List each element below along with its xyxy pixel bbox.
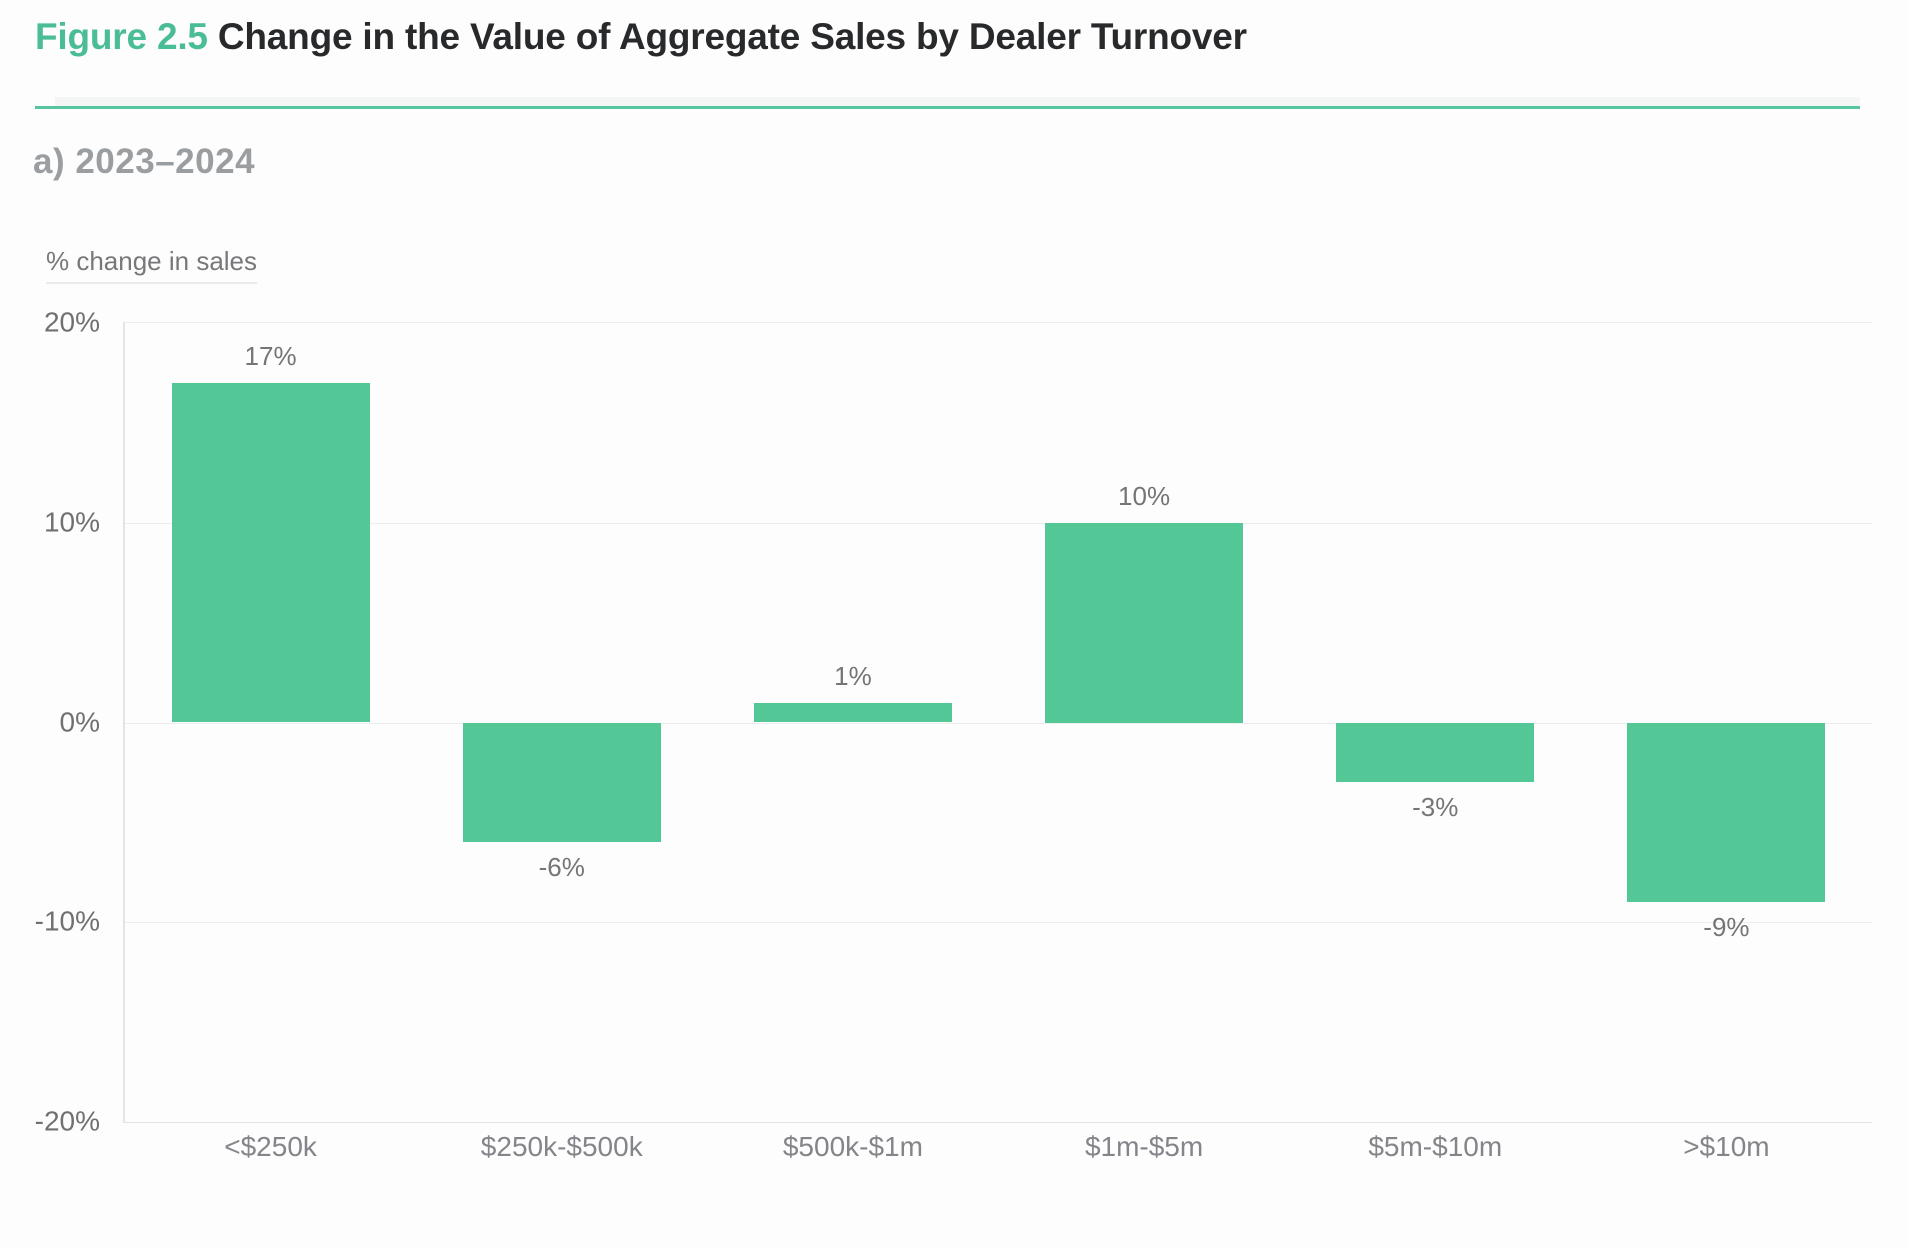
- figure-title: Figure 2.5 Change in the Value of Aggreg…: [35, 16, 1247, 58]
- bar-value-label: 17%: [244, 340, 297, 371]
- y-axis-title: % change in sales: [46, 246, 258, 284]
- bar-$250k-$500k: [462, 722, 661, 843]
- bar-value-label: -3%: [1412, 792, 1459, 823]
- bar-value-label: -9%: [1703, 912, 1750, 943]
- bar-$5m-$10m: [1336, 722, 1535, 783]
- bar-$1m-$5m: [1045, 522, 1244, 723]
- y-tick-label: 0%: [59, 705, 100, 737]
- y-tick-label: 20%: [43, 306, 100, 338]
- bar-$500k-$1m: [753, 702, 952, 723]
- gridline-10: [125, 522, 1872, 524]
- bar-value-label: 10%: [1118, 480, 1171, 511]
- figure-title-text: Change in the Value of Aggregate Sales b…: [217, 16, 1247, 57]
- plot-area: 20% 10% 0% -10% -20% 17% <$250k -6% $250k-$500k 1…: [35, 306, 1872, 1162]
- y-tick-label: 10%: [43, 506, 100, 538]
- header-shadow-band: [55, 97, 1860, 106]
- x-axis-label: >$10m: [1683, 1131, 1770, 1162]
- bar-<$250k: [171, 382, 370, 723]
- x-axis-label: $1m-$5m: [1084, 1131, 1204, 1162]
- y-tick-label: -20%: [34, 1105, 100, 1137]
- bar-value-label: -6%: [538, 852, 585, 883]
- y-tick-label: -10%: [34, 905, 100, 937]
- bar->$10m: [1627, 722, 1826, 903]
- x-axis-label: $5m-$10m: [1368, 1131, 1503, 1162]
- panel-label: a) 2023–2024: [33, 142, 256, 181]
- x-axis-label: <$250k: [224, 1131, 317, 1162]
- gridline--10: [125, 922, 1872, 924]
- title-divider: [35, 106, 1860, 109]
- x-axis-label: $500k-$1m: [782, 1131, 923, 1162]
- figure-number: Figure 2.5: [35, 16, 208, 57]
- gridline-0: [125, 722, 1872, 724]
- x-axis-label: $250k-$500k: [480, 1131, 643, 1162]
- bar-value-label: 1%: [834, 660, 872, 691]
